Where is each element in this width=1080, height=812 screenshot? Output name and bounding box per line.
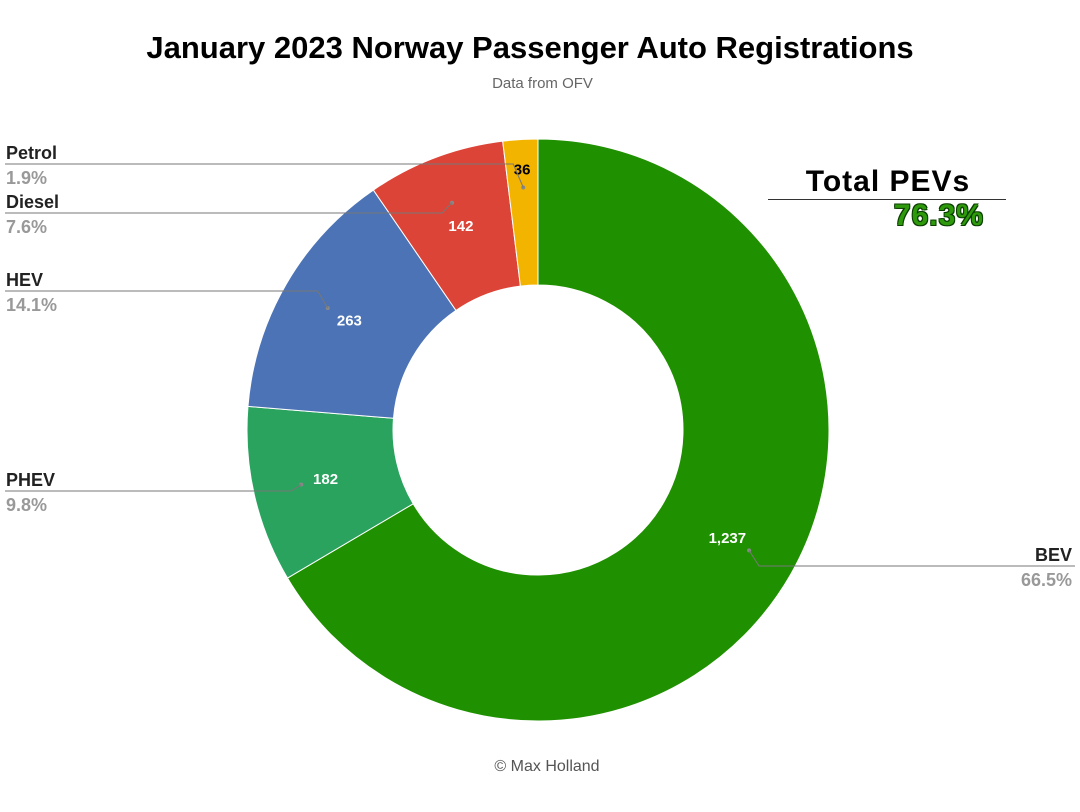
leader-line-phev (5, 484, 302, 492)
outer-labels-group: BEV 66.5% PHEV 9.8% HEV 14.1% Diesel 7.6% Petrol… (6, 143, 1072, 590)
leader-line-diesel (5, 202, 453, 214)
leader-line-petrol (5, 163, 524, 188)
slice-petrol (502, 138, 539, 287)
percent-label-bev: 66.5% (1021, 570, 1072, 590)
slice-bev (286, 138, 830, 722)
leader-line-bev (748, 550, 1075, 567)
leader-lines-group (5, 163, 1075, 567)
slice-hev (247, 189, 457, 419)
chart-subtitle: Data from OFV (492, 75, 593, 92)
category-label-hev: HEV (6, 270, 43, 290)
percent-label-petrol: 1.9% (6, 168, 47, 188)
total-pevs-label: Total PEVs (805, 165, 971, 198)
value-label-phev: 182 (313, 471, 338, 488)
category-label-diesel: Diesel (6, 192, 59, 212)
value-label-bev: 1,237 (709, 530, 747, 547)
percent-label-hev: 14.1% (6, 295, 57, 315)
category-label-bev: BEV (1035, 545, 1072, 565)
chart-title: January 2023 Norway Passenger Auto Regis… (146, 30, 914, 65)
copyright-footer: © Max Holland (494, 758, 600, 775)
slices-group (246, 138, 830, 722)
total-pevs-value: 76.3% (893, 199, 984, 232)
category-label-phev: PHEV (6, 470, 55, 490)
value-label-hev: 263 (337, 313, 362, 330)
category-label-petrol: Petrol (6, 143, 57, 163)
leader-line-hev (5, 290, 329, 309)
total-pevs-divider (768, 199, 1006, 200)
percent-label-phev: 9.8% (6, 495, 47, 515)
value-label-diesel: 142 (448, 218, 473, 235)
percent-label-diesel: 7.6% (6, 217, 47, 237)
